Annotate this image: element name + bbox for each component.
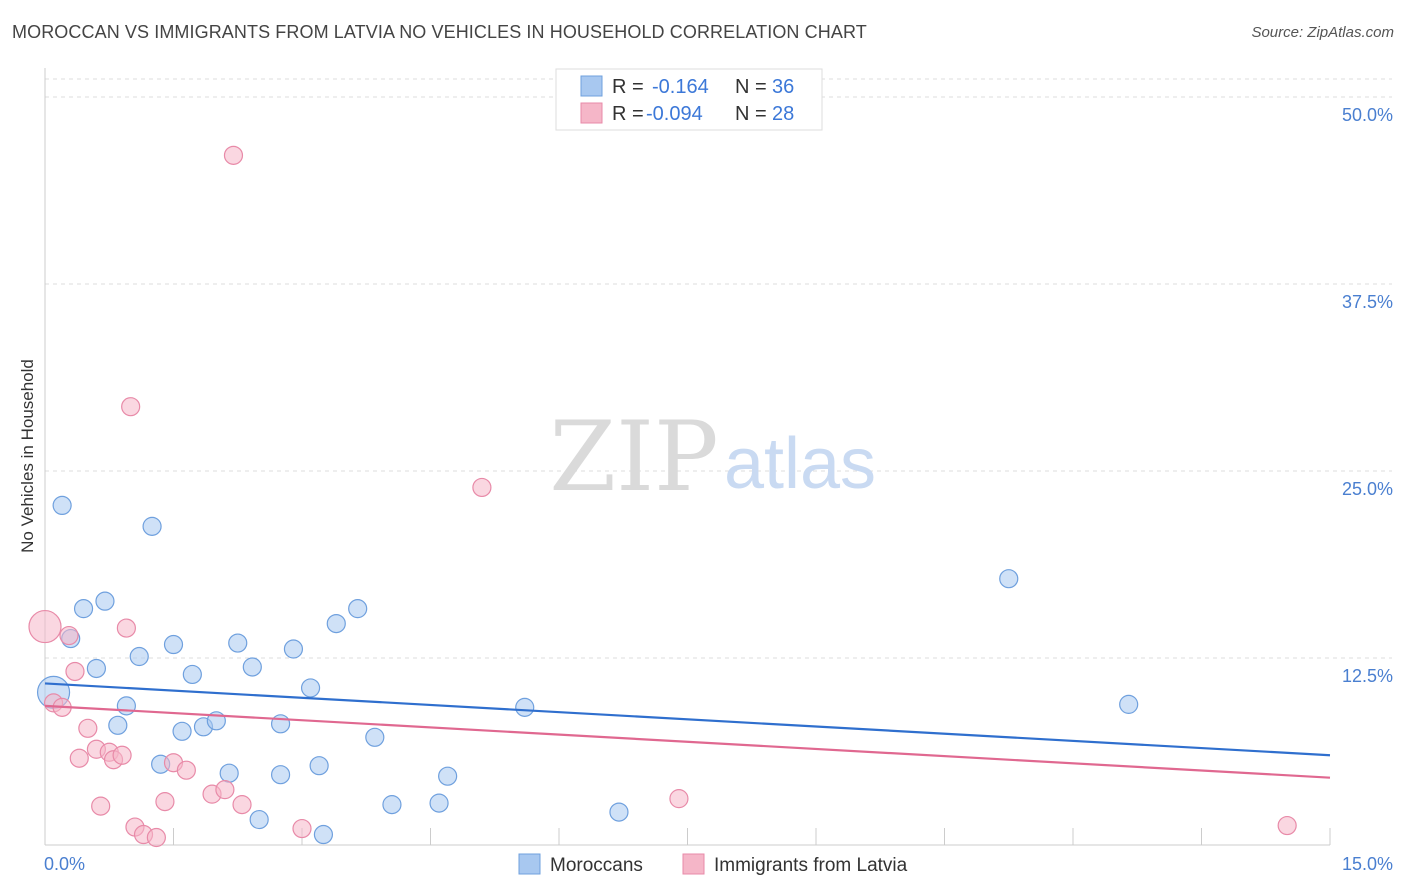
latvia-trend-line: [44, 704, 1331, 779]
moroccans-point-28: [365, 727, 385, 747]
moroccans-point-20: [270, 714, 291, 734]
moroccans-point-25: [313, 824, 334, 845]
legend-n-value-0: 36: [772, 76, 794, 98]
y-tick-label-2: 37.5%: [1342, 292, 1393, 312]
latvia-point-22: [223, 145, 244, 165]
legend-n-value-1: 28: [772, 103, 794, 125]
latvia-point-27: [1277, 815, 1297, 836]
moroccans-point-9: [142, 516, 162, 536]
bottom-legend-moroccans: Moroccans: [550, 855, 643, 876]
latvia-point-8: [91, 796, 111, 816]
moroccans-point-4: [86, 658, 107, 679]
y-tick-label-0: 12.5%: [1342, 666, 1393, 686]
legend-n-label-1: N =: [735, 103, 767, 125]
latvia-point-5: [69, 748, 89, 768]
moroccans-point-24: [309, 756, 329, 776]
watermark-atlas: atlas: [724, 424, 876, 504]
y-tick-label-1: 25.0%: [1342, 479, 1393, 499]
latvia-point-6: [78, 718, 98, 738]
latvia-point-0: [28, 609, 62, 644]
moroccans-trend-line: [44, 682, 1331, 757]
legend-r-value-1: -0.094: [646, 103, 703, 125]
legend-r-label-1: R =: [612, 103, 644, 125]
x-tick-labels: 0.0% 15.0%: [44, 854, 1393, 874]
chart-title: MOROCCAN VS IMMIGRANTS FROM LATVIA NO VE…: [12, 22, 867, 42]
moroccans-point-23: [300, 678, 321, 698]
latvia-point-13: [121, 397, 141, 417]
trend-lines: [44, 682, 1331, 779]
data-points: [28, 145, 1297, 848]
moroccans-point-21: [270, 765, 291, 785]
moroccans-point-17: [228, 633, 248, 653]
latvia-point-26: [669, 789, 689, 809]
x-tick-label-0: 0.0%: [44, 854, 85, 874]
moroccans-point-32: [515, 697, 535, 717]
y-tick-labels: 12.5% 25.0% 37.5% 50.0%: [1342, 105, 1393, 686]
top-legend: R = -0.164 N = 36 R = -0.094 N = 28: [555, 68, 823, 131]
moroccans-point-29: [382, 795, 402, 815]
moroccans-point-1: [52, 495, 72, 516]
moroccans-point-3: [73, 599, 94, 619]
moroccans-point-34: [999, 569, 1019, 589]
moroccans-point-12: [172, 721, 192, 741]
axes: [44, 68, 1331, 846]
moroccans-point-30: [429, 793, 449, 813]
moroccans-point-22: [283, 639, 304, 659]
moroccans-point-6: [108, 715, 128, 735]
moroccans-point-7: [116, 696, 136, 716]
moroccans-point-26: [326, 613, 346, 634]
latvia-point-24: [292, 818, 312, 839]
latvia-point-19: [176, 760, 196, 780]
legend-r-label-0: R =: [612, 76, 644, 98]
x-tick-label-1: 15.0%: [1342, 854, 1393, 874]
bottom-legend-swatch-moroccans: [518, 853, 541, 875]
watermark: ZIP atlas: [549, 401, 876, 513]
y-tick-label-3: 50.0%: [1342, 105, 1393, 125]
moroccans-point-5: [95, 591, 115, 611]
latvia-point-25: [472, 477, 492, 498]
latvia-point-4: [65, 661, 85, 682]
latvia-point-16: [146, 827, 166, 848]
bottom-legend-latvia: Immigrants from Latvia: [714, 855, 908, 876]
y-axis-label: No Vehicles in Household: [18, 359, 37, 553]
bottom-legend: Moroccans Immigrants from Latvia: [518, 853, 908, 876]
moroccans-point-31: [438, 766, 458, 786]
moroccans-point-27: [348, 599, 368, 619]
moroccans-point-11: [163, 634, 184, 655]
legend-n-label-0: N =: [735, 76, 767, 98]
latvia-point-3: [59, 625, 79, 646]
latvia-point-17: [155, 792, 175, 812]
moroccans-point-13: [182, 664, 202, 685]
latvia-point-21: [215, 780, 235, 800]
moroccans-point-18: [242, 657, 262, 677]
moroccans-point-8: [129, 646, 149, 667]
legend-swatch-moroccans: [580, 75, 603, 97]
moroccans-point-33: [609, 802, 629, 822]
legend-r-value-0: -0.164: [652, 76, 709, 98]
moroccans-point-16: [219, 763, 239, 783]
grid: [45, 78, 1392, 659]
latvia-point-12: [116, 618, 136, 638]
bottom-legend-swatch-latvia: [682, 853, 705, 875]
latvia-point-23: [232, 795, 252, 815]
latvia-point-11: [112, 745, 132, 765]
legend-swatch-latvia: [580, 102, 603, 124]
moroccans-point-19: [249, 809, 269, 830]
source-label: Source: ZipAtlas.com: [1251, 24, 1394, 41]
moroccans-point-35: [1119, 694, 1139, 714]
watermark-zip: ZIP: [549, 401, 718, 513]
